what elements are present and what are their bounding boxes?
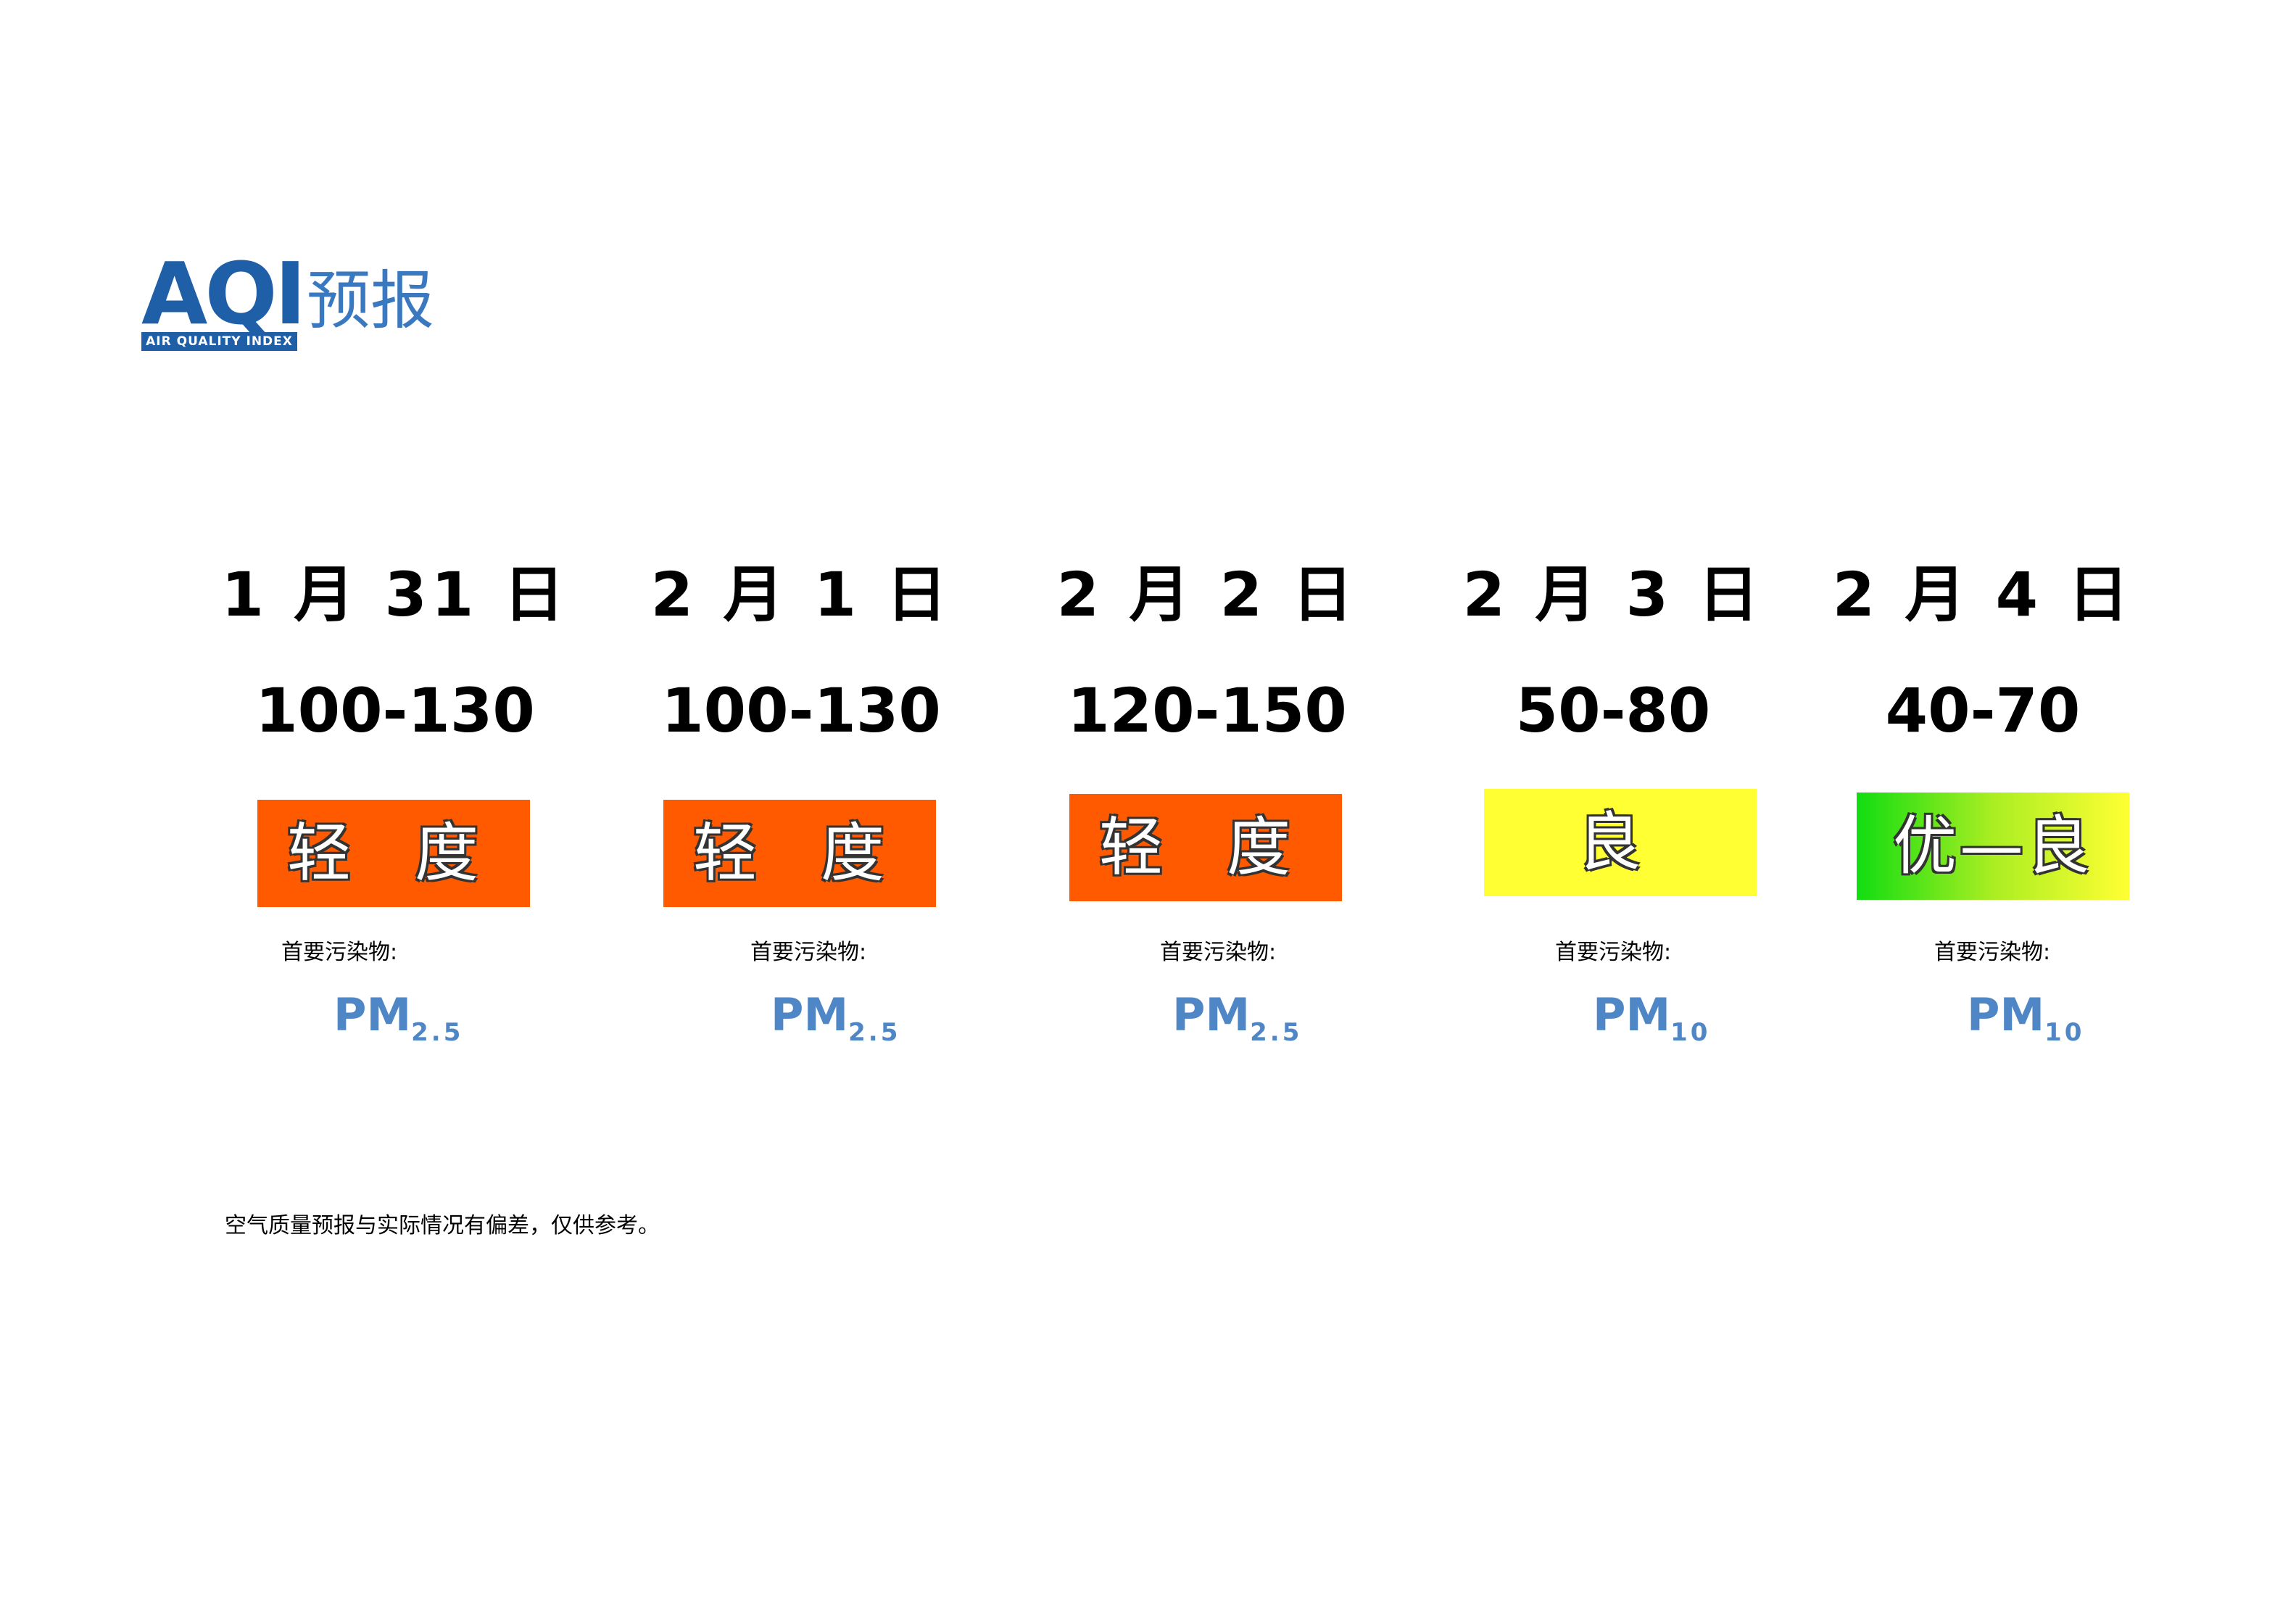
forecast-day-5: 2 月 4 日 40-70 优—良 首要污染物: PM10 xyxy=(1794,551,2171,1059)
aqi-range: 120-150 xyxy=(1067,675,1347,746)
pollutant-name: PM xyxy=(1172,988,1251,1041)
pollutant-value: PM2.5 xyxy=(771,986,900,1062)
pollutant-label: 首要污染物: xyxy=(750,940,867,965)
forecast-date: 2 月 3 日 xyxy=(1462,559,1764,630)
pollutant-label: 首要污染物: xyxy=(281,940,398,965)
pollutant-label: 首要污染物: xyxy=(1934,940,2051,965)
pollutant-name: PM xyxy=(1593,988,1671,1041)
pollutant-subscript: 2.5 xyxy=(1250,1018,1303,1047)
level-badge: 轻 度 xyxy=(1069,794,1342,901)
aqi-range: 50-80 xyxy=(1515,675,1711,746)
level-badge: 轻 度 xyxy=(663,800,936,907)
aqi-range: 40-70 xyxy=(1885,675,2081,746)
disclaimer-note: 空气质量预报与实际情况有偏差，仅供参考。 xyxy=(225,1213,660,1238)
forecast-date: 2 月 1 日 xyxy=(650,559,952,630)
forecast-date: 2 月 4 日 xyxy=(1832,559,2134,630)
pollutant-subscript: 2.5 xyxy=(848,1018,901,1047)
pollutant-name: PM xyxy=(771,988,849,1041)
pollutant-value: PM2.5 xyxy=(1172,986,1302,1062)
logo-letters: AQI xyxy=(141,251,307,336)
logo-title-cn: 预报 xyxy=(307,263,435,338)
pollutant-subscript: 10 xyxy=(2044,1018,2085,1047)
logo-letters-text: AQI xyxy=(141,244,307,344)
pollutant-value: PM2.5 xyxy=(333,986,463,1062)
logo-subtitle: AIR QUALITY INDEX xyxy=(141,332,297,351)
level-badge: 轻 度 xyxy=(257,800,530,907)
pollutant-label: 首要污染物: xyxy=(1555,940,1672,965)
aqi-logo: AQI AIR QUALITY INDEX 预报 xyxy=(141,251,446,355)
pollutant-value: PM10 xyxy=(1593,986,1710,1062)
forecast-day-2: 2 月 1 日 100-130 轻 度 首要污染物: PM2.5 xyxy=(613,551,990,1059)
forecast-day-4: 2 月 3 日 50-80 良 首要污染物: PM10 xyxy=(1425,551,1802,1059)
pollutant-label: 首要污染物: xyxy=(1160,940,1277,965)
pollutant-name: PM xyxy=(333,988,412,1041)
level-badge: 良 xyxy=(1484,789,1757,896)
pollutant-subscript: 2.5 xyxy=(411,1018,464,1047)
pollutant-value: PM10 xyxy=(1967,986,2084,1062)
pollutant-name: PM xyxy=(1967,988,2045,1041)
forecast-day-3: 2 月 2 日 120-150 轻 度 首要污染物: PM2.5 xyxy=(1019,551,1396,1059)
pollutant-subscript: 10 xyxy=(1670,1018,1711,1047)
level-badge: 优—良 xyxy=(1857,793,2129,900)
forecast-date: 1 月 31 日 xyxy=(221,559,569,630)
forecast-date: 2 月 2 日 xyxy=(1056,559,1358,630)
aqi-range: 100-130 xyxy=(661,675,941,746)
aqi-range: 100-130 xyxy=(255,675,535,746)
forecast-day-1: 1 月 31 日 100-130 轻 度 首要污染物: PM2.5 xyxy=(207,551,584,1059)
